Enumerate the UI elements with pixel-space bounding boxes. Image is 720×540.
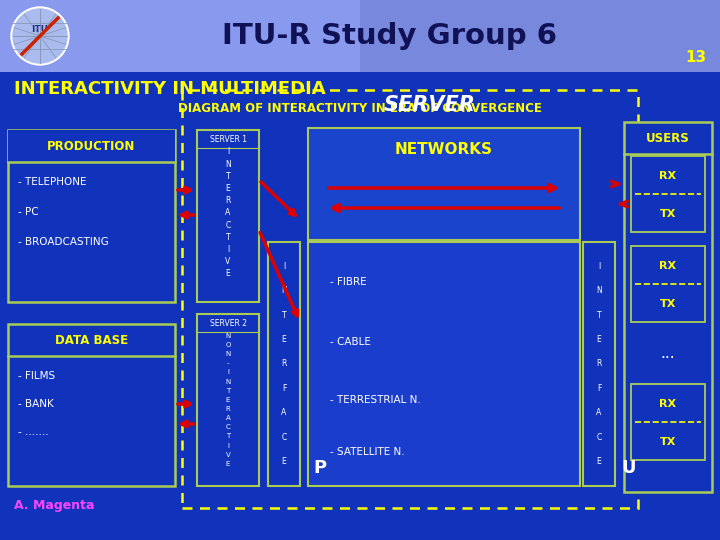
Text: P: P [313, 459, 327, 477]
Text: C: C [282, 433, 287, 442]
Text: - CABLE: - CABLE [330, 337, 371, 347]
Text: RX: RX [660, 399, 677, 409]
Bar [8, 130, 175, 302]
Text: I: I [227, 245, 229, 254]
Text: N: N [225, 333, 230, 339]
Text: ITU: ITU [32, 25, 48, 35]
Bar [308, 128, 580, 240]
Text: SERVER 1: SERVER 1 [210, 134, 246, 144]
Text: E: E [282, 457, 287, 466]
Text: I: I [227, 369, 229, 375]
Text: F: F [597, 384, 601, 393]
Text: ...: ... [661, 346, 675, 361]
Text: SERVER 2: SERVER 2 [210, 319, 246, 327]
Text: - FIBRE: - FIBRE [330, 277, 366, 287]
Text: T: T [282, 310, 287, 320]
Text: E: E [282, 335, 287, 344]
Text: E: E [226, 461, 230, 467]
Text: T: T [225, 172, 230, 181]
Circle shape [13, 9, 67, 63]
Text: C: C [596, 433, 602, 442]
Text: C: C [225, 220, 230, 230]
Text: N: N [596, 286, 602, 295]
Text: T: T [226, 434, 230, 440]
Text: TX: TX [660, 299, 676, 309]
Text: TX: TX [660, 209, 676, 219]
Bar [197, 130, 259, 302]
Text: N: N [225, 351, 230, 357]
Text: A: A [225, 415, 230, 421]
Text: V: V [225, 451, 230, 457]
Text: N: N [225, 160, 231, 168]
Text: DATA BASE: DATA BASE [55, 334, 128, 347]
Text: I: I [598, 262, 600, 271]
Bar [631, 156, 705, 232]
Bar [624, 122, 712, 492]
Text: PRODUCTION: PRODUCTION [48, 139, 135, 152]
Text: O: O [225, 342, 230, 348]
Text: E: E [225, 184, 230, 193]
Text: - PC: - PC [18, 207, 39, 217]
Text: I: I [227, 147, 229, 157]
Text: DIAGRAM OF INTERACTIVITY IN ERA OF CONVERGENCE: DIAGRAM OF INTERACTIVITY IN ERA OF CONVE… [178, 102, 542, 115]
Text: V: V [225, 257, 230, 266]
Bar [8, 324, 175, 486]
Text: - TELEPHONE: - TELEPHONE [18, 177, 86, 187]
Bar [308, 242, 580, 486]
Bar [182, 90, 638, 508]
Text: N: N [281, 286, 287, 295]
Text: E: E [597, 457, 601, 466]
Bar [631, 246, 705, 322]
Text: - SATELLITE N.: - SATELLITE N. [330, 447, 405, 457]
Bar [360, 0, 720, 72]
Text: F: F [282, 384, 286, 393]
Text: SERVER: SERVER [384, 95, 476, 115]
Text: - BANK: - BANK [18, 399, 54, 409]
Text: NETWORKS: NETWORKS [395, 143, 493, 158]
Text: E: E [226, 397, 230, 403]
Text: A: A [596, 408, 602, 417]
Text: - FILMS: - FILMS [18, 371, 55, 381]
Text: - BROADCASTING: - BROADCASTING [18, 237, 109, 247]
Text: E: E [225, 269, 230, 278]
Text: U: U [622, 459, 636, 477]
Text: T: T [597, 310, 601, 320]
Text: T: T [225, 233, 230, 242]
Text: N: N [225, 379, 230, 384]
Bar [268, 242, 300, 486]
Bar [8, 130, 175, 162]
Bar [631, 384, 705, 460]
Text: R: R [225, 196, 230, 205]
Text: A: A [225, 208, 230, 217]
Bar [583, 242, 615, 486]
Text: RX: RX [660, 261, 677, 271]
Text: R: R [282, 360, 287, 368]
Text: ITU-R Study Group 6: ITU-R Study Group 6 [222, 22, 557, 50]
Text: I: I [283, 262, 285, 271]
Text: E: E [597, 335, 601, 344]
Text: USERS: USERS [646, 132, 690, 145]
Text: 13: 13 [685, 51, 706, 65]
Text: A: A [282, 408, 287, 417]
Text: - TERRESTRIAL N.: - TERRESTRIAL N. [330, 395, 420, 405]
Text: - .......: - ....... [18, 427, 49, 437]
Text: TX: TX [660, 437, 676, 447]
Text: T: T [226, 388, 230, 394]
Text: C: C [225, 424, 230, 430]
Text: RX: RX [660, 171, 677, 181]
Text: -: - [227, 360, 229, 366]
Bar [197, 314, 259, 486]
Text: R: R [225, 406, 230, 412]
Circle shape [11, 7, 69, 65]
Text: A. Magenta: A. Magenta [14, 499, 94, 512]
Text: INTERACTIVITY IN MULTIMEDIA: INTERACTIVITY IN MULTIMEDIA [14, 80, 325, 98]
Text: R: R [596, 360, 602, 368]
Text: I: I [227, 442, 229, 449]
Bar [0, 0, 720, 72]
